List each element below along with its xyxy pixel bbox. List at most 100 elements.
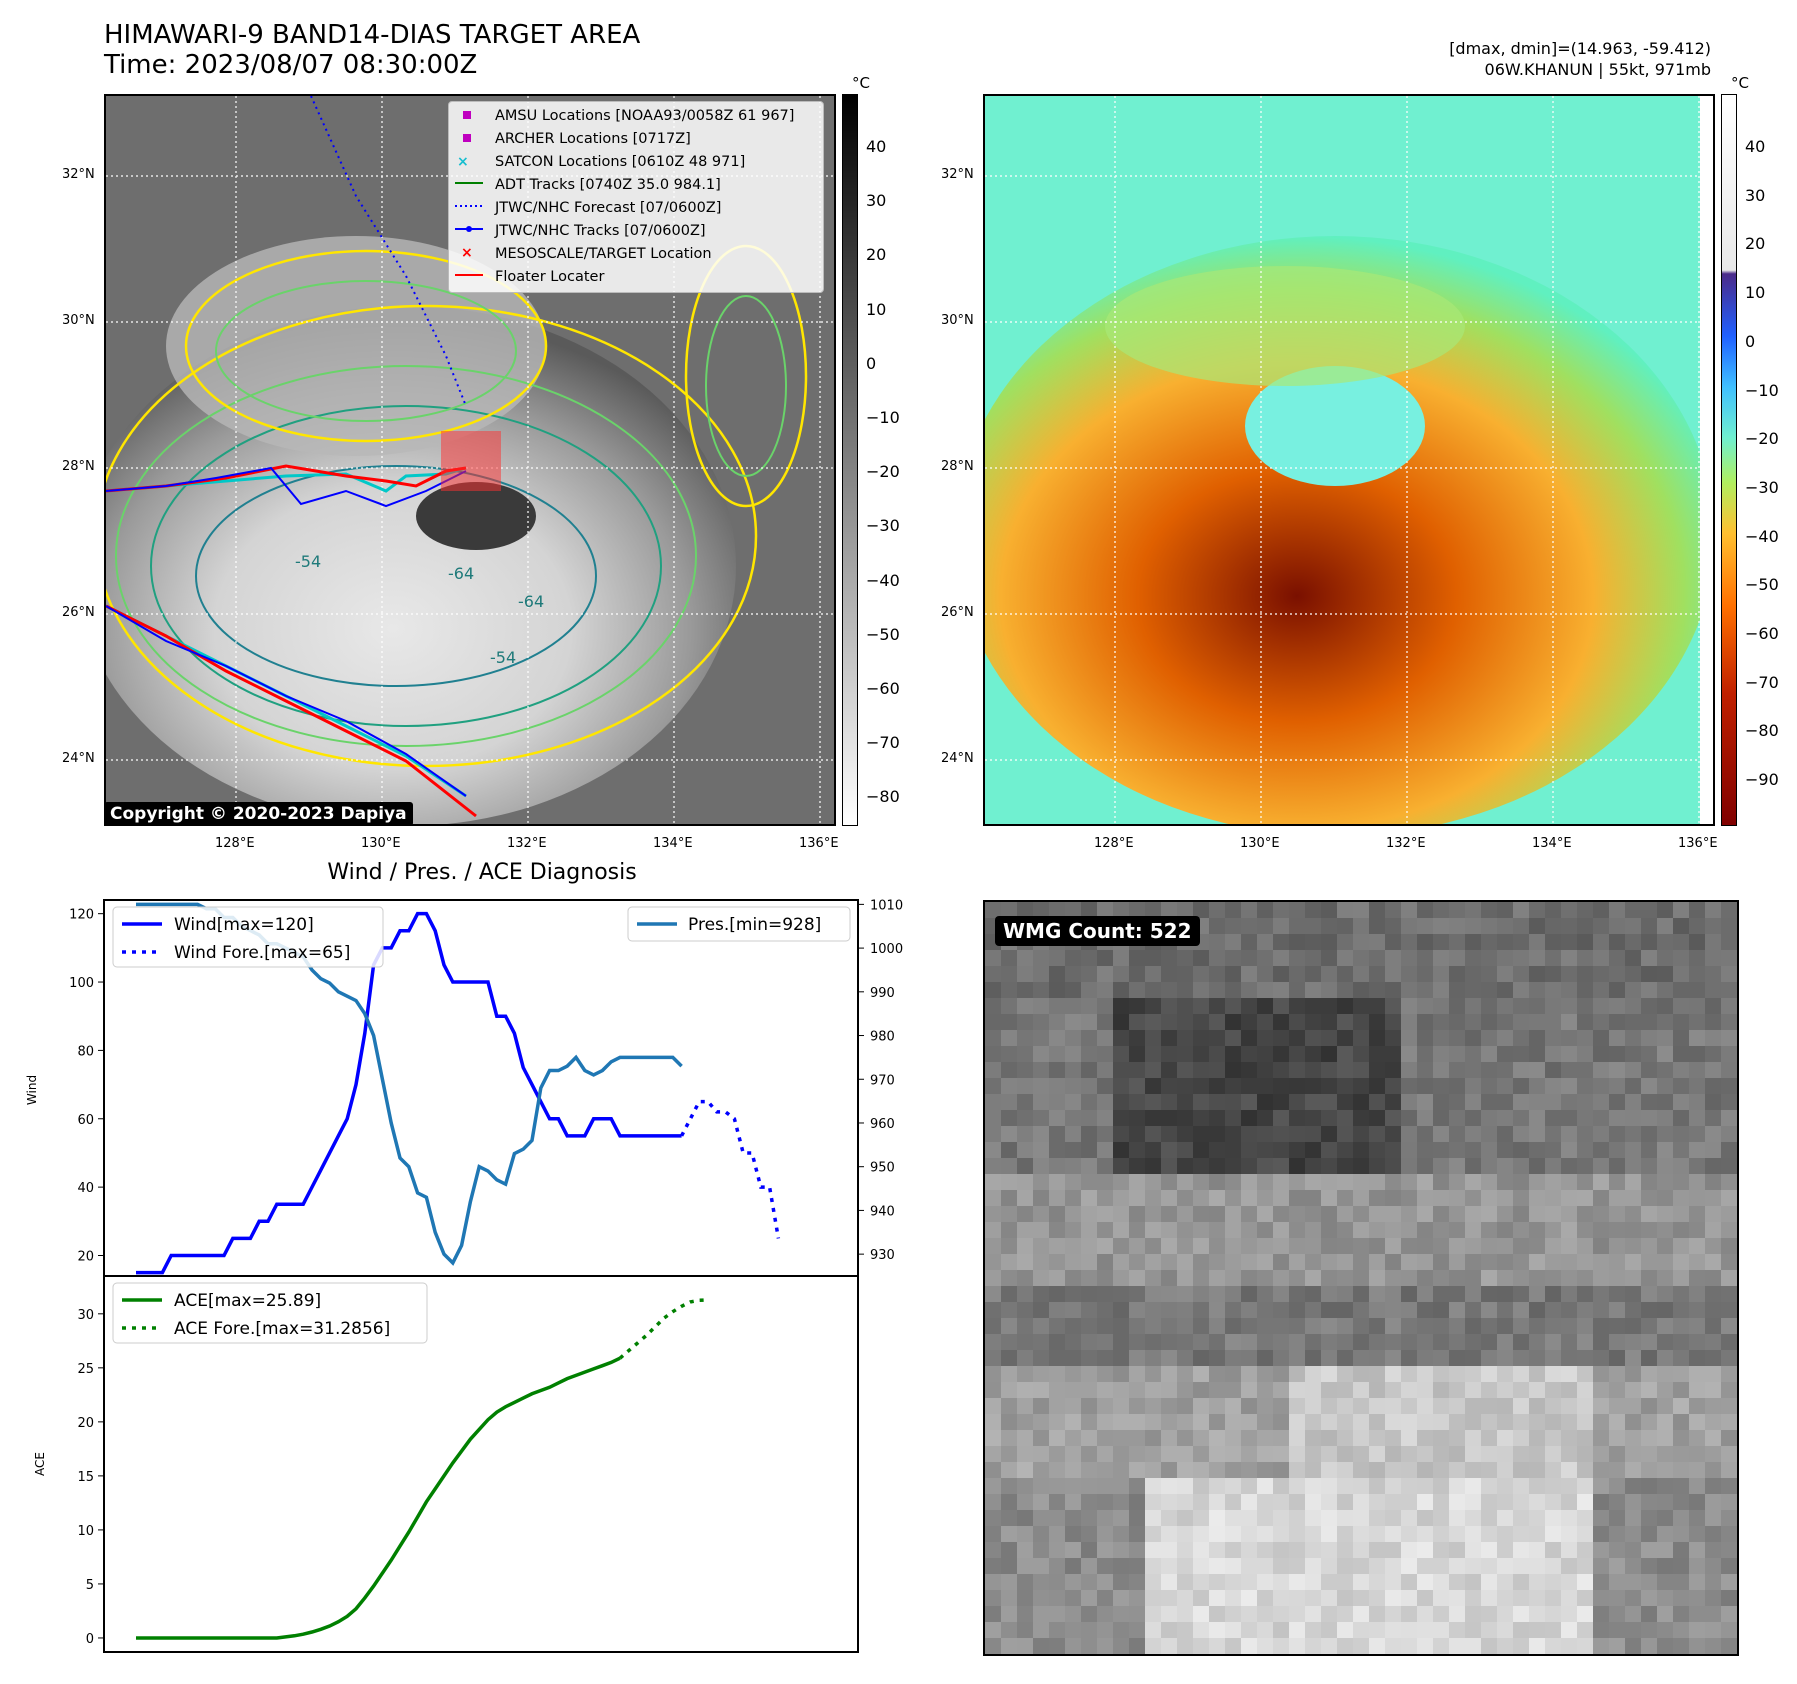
legend-jtwc-forecast: JTWC/NHC Forecast [07/0600Z] bbox=[495, 200, 722, 216]
colorbar-tick-label: −50 bbox=[866, 624, 900, 644]
left-colorbar-ticks: 40 30 20 10 0 −10 −20 −30 −40 −50 −60 −70 −80 bbox=[866, 94, 906, 826]
lon-label-128: 128°E bbox=[215, 836, 255, 851]
right-colorbar-ticks: 40 30 20 10 0 −10 −20 −30 −40 −50 −60 −70 −80 −90 bbox=[1745, 94, 1785, 826]
color-map-image bbox=[985, 96, 1713, 824]
ace-tick-label: 25 bbox=[77, 1362, 94, 1377]
legend-satcon: SATCON Locations [0610Z 48 971] bbox=[495, 154, 746, 170]
lon-label-130: 130°E bbox=[1240, 836, 1280, 851]
contour-label: -64 bbox=[518, 592, 545, 611]
diagnosis-title: Wind / Pres. / ACE Diagnosis bbox=[327, 860, 637, 885]
ace-axis-label: ACE bbox=[33, 1452, 47, 1476]
pressure-tick-label: 990 bbox=[870, 986, 895, 1001]
colorbar-tick-label: −20 bbox=[1745, 429, 1779, 449]
lat-label-28: 28°N bbox=[941, 459, 974, 474]
lat-label-30: 30°N bbox=[941, 313, 974, 328]
lat-label-32: 32°N bbox=[62, 167, 95, 182]
colorbar-tick-label: −40 bbox=[866, 570, 900, 590]
contour-label: -54 bbox=[295, 552, 322, 571]
legend-target-location: MESOSCALE/TARGET Location bbox=[495, 246, 712, 262]
contour-label: -54 bbox=[490, 648, 517, 667]
colorbar-tick-label: 0 bbox=[1745, 331, 1756, 351]
dmax-dmin-label: [dmax, dmin]=(14.963, -59.412) bbox=[1449, 39, 1711, 58]
ace-forecast-legend-label: ACE Fore.[max=31.2856] bbox=[174, 1319, 390, 1339]
storm-info-label: 06W.KHANUN | 55kt, 971mb bbox=[1484, 60, 1711, 79]
colorbar-tick-label: 20 bbox=[1745, 234, 1766, 254]
lat-label-28: 28°N bbox=[62, 459, 95, 474]
ace-legend bbox=[112, 1282, 428, 1344]
colorbar-tick-label: −10 bbox=[866, 408, 900, 427]
wind-tick-label: 60 bbox=[77, 1113, 94, 1128]
ace-tick-label: 30 bbox=[77, 1308, 94, 1323]
svg-text:×: × bbox=[461, 245, 473, 261]
wind-series-line bbox=[136, 911, 682, 1275]
wind-tick-label: 100 bbox=[69, 976, 94, 991]
lon-label-130: 130°E bbox=[361, 836, 401, 851]
pressure-tick-label: 1000 bbox=[870, 942, 903, 957]
copyright-label: Copyright © 2020-2023 Dapiya bbox=[104, 802, 413, 826]
colorbar-tick-label: 0 bbox=[866, 353, 877, 373]
wind-tick-label: 120 bbox=[69, 908, 94, 923]
pressure-tick-label: 940 bbox=[870, 1204, 895, 1219]
lat-label-24: 24°N bbox=[62, 751, 95, 766]
lat-label-26: 26°N bbox=[62, 605, 95, 620]
colorbar-tick-label: 10 bbox=[866, 299, 887, 319]
lat-label-26: 26°N bbox=[941, 605, 974, 620]
left-colorbar bbox=[842, 94, 858, 826]
wind-legend-label: Wind[max=120] bbox=[174, 915, 314, 935]
lat-label-24: 24°N bbox=[941, 751, 974, 766]
lon-label-128: 128°E bbox=[1094, 836, 1134, 851]
ace-tick-label: 20 bbox=[77, 1416, 94, 1431]
legend-floater: Floater Locater bbox=[495, 269, 605, 285]
ace-axes bbox=[103, 1275, 859, 1653]
lat-label-30: 30°N bbox=[62, 313, 95, 328]
colorbar-tick-label: 30 bbox=[1745, 185, 1766, 205]
title-line-1: HIMAWARI-9 BAND14-DIAS TARGET AREA bbox=[104, 20, 641, 50]
right-colorbar bbox=[1721, 94, 1737, 826]
lon-label-136: 136°E bbox=[1678, 836, 1718, 851]
ace-tick-label: 5 bbox=[86, 1578, 94, 1593]
ace-series-line bbox=[136, 1356, 621, 1640]
legend-jtwc-tracks: JTWC/NHC Tracks [07/0600Z] bbox=[495, 223, 706, 239]
colorbar-tick-label: −70 bbox=[866, 733, 900, 753]
colorbar-tick-label: −60 bbox=[1745, 624, 1779, 643]
wind-legend bbox=[112, 906, 384, 968]
left-colorbar-unit: °C bbox=[852, 74, 870, 92]
colorbar-tick-label: −90 bbox=[1745, 770, 1779, 790]
colorbar-tick-label: −60 bbox=[866, 679, 900, 698]
legend-adt: ADT Tracks [0740Z 35.0 984.1] bbox=[495, 177, 721, 193]
lat-label-32: 32°N bbox=[941, 167, 974, 182]
pressure-legend-label: Pres.[min=928] bbox=[688, 915, 821, 935]
diagnosis-chart: 2040608010012093094095096097098099010001… bbox=[25, 898, 903, 1653]
title-line-2: Time: 2023/08/07 08:30:00Z bbox=[104, 50, 478, 80]
pressure-tick-label: 930 bbox=[870, 1248, 895, 1263]
colorbar-tick-label: 30 bbox=[866, 191, 887, 211]
pressure-tick-label: 960 bbox=[870, 1117, 895, 1132]
wmg-image bbox=[985, 902, 1737, 1654]
colorbar-tick-label: 10 bbox=[1745, 283, 1766, 303]
lon-label-134: 134°E bbox=[653, 836, 693, 851]
pressure-tick-label: 950 bbox=[870, 1161, 895, 1176]
colorbar-tick-label: −80 bbox=[1745, 721, 1779, 741]
pressure-legend bbox=[627, 906, 851, 942]
colorbar-tick-label: −30 bbox=[866, 516, 900, 536]
wind-forecast-legend-label: Wind Fore.[max=65] bbox=[174, 943, 350, 963]
colorbar-tick-label: 40 bbox=[1745, 137, 1766, 156]
wmg-panel bbox=[983, 900, 1739, 1656]
colorbar-tick-label: −30 bbox=[1745, 477, 1779, 497]
colorbar-tick-label: 20 bbox=[866, 245, 887, 265]
colorbar-tick-label: −10 bbox=[1745, 380, 1779, 400]
ace-tick-label: 10 bbox=[77, 1524, 94, 1539]
colorbar-tick-label: −50 bbox=[1745, 575, 1779, 595]
wmg-count-label: WMG Count: 522 bbox=[995, 916, 1200, 946]
ace-legend-label: ACE[max=25.89] bbox=[174, 1291, 321, 1311]
pressure-tick-label: 1010 bbox=[870, 898, 903, 913]
legend-archer: ARCHER Locations [0717Z] bbox=[495, 131, 691, 147]
map-legend: × × AMSU Locations [NOAA93/0058Z 61 967]… bbox=[448, 101, 824, 293]
storm-stats: [dmax, dmin]=(14.963, -59.412) 06W.KHANU… bbox=[1449, 38, 1711, 80]
color-map-panel bbox=[983, 94, 1715, 826]
ace-tick-label: 15 bbox=[77, 1470, 94, 1485]
wind-axis-label: Wind bbox=[25, 1075, 39, 1105]
ace-tick-label: 0 bbox=[86, 1632, 94, 1647]
right-colorbar-unit: °C bbox=[1731, 74, 1749, 92]
svg-text:×: × bbox=[457, 154, 469, 170]
